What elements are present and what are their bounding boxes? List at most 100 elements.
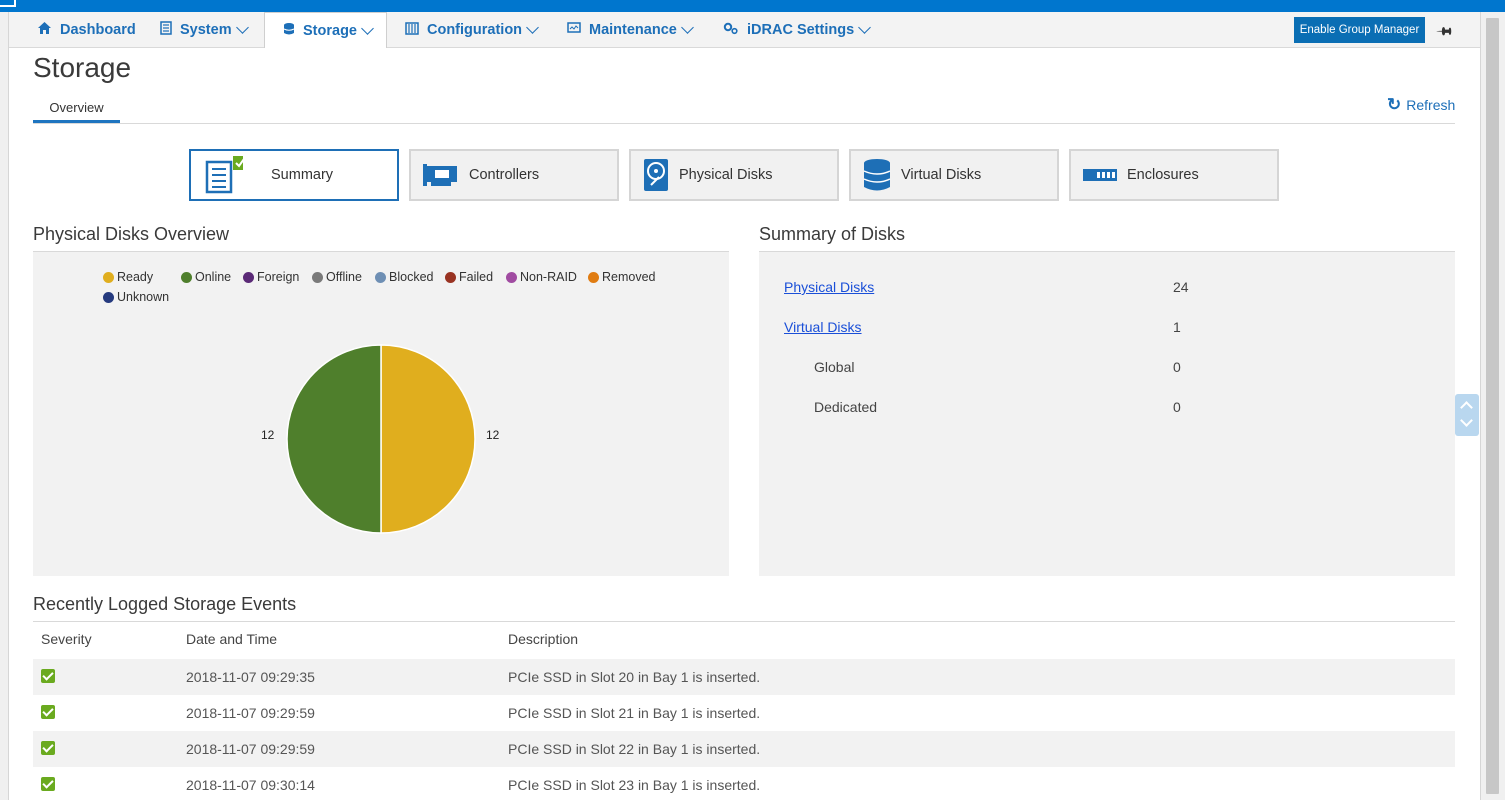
legend-label: Failed [459,270,494,284]
legend-item-removed[interactable]: Removed [588,270,656,284]
chevron-up-icon[interactable] [1460,401,1473,414]
event-datetime: 2018-11-07 09:29:59 [186,705,315,721]
chevron-down-icon [858,21,872,34]
nav-system-label: System [180,22,232,38]
section-divider [759,251,1455,252]
pie-data-label-online: 12 [261,428,275,442]
legend-label: Unknown [117,290,170,304]
legend-item-blocked[interactable]: Blocked [375,270,433,284]
nav-dashboard[interactable]: Dashboard [37,12,136,48]
physical-disks-link[interactable]: Physical Disks [784,279,875,295]
summary-virtual-disks-value: 1 [1173,319,1181,335]
check-icon [41,777,55,791]
server-icon [160,21,172,39]
category-enclosures-button[interactable]: Enclosures [1069,149,1279,201]
nav-configuration[interactable]: Configuration [405,12,539,48]
legend-item-ready[interactable]: Ready [103,270,153,284]
summary-virtual-disks-link[interactable]: Virtual Disks [784,319,862,335]
chevron-down-icon [361,21,374,35]
gears-icon [723,22,739,39]
legend-label: Non-RAID [520,270,577,284]
pie-chart [286,344,476,534]
legend-label: Blocked [389,270,434,284]
tab-overview[interactable]: Overview [33,96,120,124]
table-row: 2018-11-07 09:29:59 PCIe SSD in Slot 22 … [33,731,1455,767]
legend-item-online[interactable]: Online [181,270,231,284]
nav-idrac-settings-label: iDRAC Settings [747,22,855,38]
chevron-down-icon[interactable] [1460,414,1473,427]
physical-disk-icon [643,158,669,192]
summary-physical-disks-value: 24 [1173,279,1189,295]
legend-swatch [243,271,254,283]
monitor-icon [567,22,581,38]
legend-label: Ready [117,270,154,284]
category-controllers-button[interactable]: Controllers [409,149,619,201]
pie-data-label-ready: 12 [486,428,500,442]
legend-label: Offline [326,270,362,284]
logo-mark [0,0,16,7]
check-icon [41,705,55,719]
nav-maintenance[interactable]: Maintenance [567,12,694,48]
physical-overview-title: Physical Disks Overview [33,224,230,244]
table-row: 2018-11-07 09:29:59 PCIe SSD in Slot 21 … [33,695,1455,731]
refresh-link[interactable]: ↻ Refresh [1387,95,1455,115]
legend-label: Removed [602,270,656,284]
virtual-disk-icon [863,158,891,192]
column-header-severity[interactable]: Severity [41,631,92,647]
check-icon [41,741,55,755]
legend-swatch [506,271,517,283]
category-summary-label: Summary [271,167,334,183]
summary-dedicated-value: 0 [1173,399,1181,415]
legend-item-offline[interactable]: Offline [312,270,362,284]
legend-swatch [375,271,386,283]
event-datetime: 2018-11-07 09:29:59 [186,741,315,757]
nav-system[interactable]: System [160,12,249,48]
column-header-datetime[interactable]: Date and Time [186,631,278,647]
config-icon [405,21,419,39]
legend-item-foreign[interactable]: Foreign [243,270,299,284]
pie-slice-online[interactable] [286,344,382,534]
category-enclosures-label: Enclosures [1127,167,1199,183]
event-datetime: 2018-11-07 09:29:35 [186,669,315,685]
scroll-up-down-widget[interactable] [1455,394,1479,436]
legend-swatch [312,271,323,283]
legend-item-failed[interactable]: Failed [445,270,493,284]
pie-slice-ready[interactable] [380,344,476,534]
column-header-description[interactable]: Description [508,631,579,647]
event-description: PCIe SSD in Slot 22 in Bay 1 is inserted… [508,741,761,757]
virtual-disks-link[interactable]: Virtual Disks [784,319,862,335]
legend-swatch [445,271,456,283]
event-description: PCIe SSD in Slot 23 in Bay 1 is inserted… [508,777,761,793]
page-scrollbar[interactable] [1480,12,1505,800]
category-virtual-disks-label: Virtual Disks [901,167,982,183]
nav-dashboard-label: Dashboard [60,22,136,38]
event-description: PCIe SSD in Slot 21 in Bay 1 is inserted… [508,705,761,721]
chevron-down-icon [235,21,249,34]
legend-swatch [103,271,114,283]
category-controllers-label: Controllers [469,167,540,183]
nav-maintenance-label: Maintenance [589,22,677,38]
events-title: Recently Logged Storage Events [33,594,297,614]
enable-group-manager-button[interactable]: Enable Group Manager [1294,17,1425,43]
nav-storage[interactable]: Storage [264,12,387,48]
database-icon [283,22,295,40]
category-summary-button[interactable]: Summary [189,149,399,201]
category-virtual-disks-button[interactable]: Virtual Disks [849,149,1059,201]
category-physical-disks-button[interactable]: Physical Disks [629,149,839,201]
refresh-label: Refresh [1406,97,1456,113]
refresh-icon: ↻ [1387,95,1402,114]
controller-card-icon [423,162,459,188]
legend-swatch [103,291,114,303]
summary-physical-disks-link[interactable]: Physical Disks [784,279,874,295]
tab-divider [33,123,1455,124]
legend-swatch [181,271,192,283]
nav-idrac-settings[interactable]: iDRAC Settings [723,12,872,48]
home-icon [37,21,52,39]
nav-configuration-label: Configuration [427,22,523,38]
legend-swatch [588,271,599,283]
scrollbar-thumb[interactable] [1486,18,1499,794]
legend-item-non-raid[interactable]: Non-RAID [506,270,577,284]
page-title: Storage [33,52,132,83]
legend-item-unknown[interactable]: Unknown [103,290,169,304]
check-icon [41,669,55,683]
